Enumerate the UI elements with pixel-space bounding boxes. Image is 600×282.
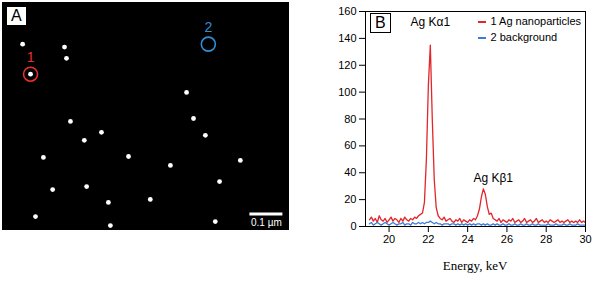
svg-text:120: 120 (338, 59, 356, 71)
svg-text:80: 80 (344, 113, 356, 125)
svg-text:24: 24 (462, 233, 474, 245)
svg-text:20: 20 (344, 193, 356, 205)
html-text:1 Ag nanoparticles: 1 Ag nanoparticles (490, 15, 581, 27)
svg-text:60: 60 (344, 139, 356, 151)
html-text:B: B (375, 14, 386, 31)
html-text:Energy, keV: Energy, keV (442, 258, 508, 273)
svg-text:26: 26 (501, 233, 513, 245)
svg-text:100: 100 (338, 86, 356, 98)
svg-text:0: 0 (350, 220, 356, 232)
svg-text:Ag Kα1: Ag Kα1 (411, 15, 451, 29)
svg-text:2: 2 (204, 19, 212, 35)
svg-text:Ag Kβ1: Ag Kβ1 (473, 171, 513, 185)
svg-text:0.1 µm: 0.1 µm (251, 217, 282, 228)
svg-text:30: 30 (579, 233, 591, 245)
svg-text:160: 160 (338, 5, 356, 17)
html-text:2 background: 2 background (490, 31, 558, 43)
svg-text:140: 140 (338, 32, 356, 44)
html-text:A: A (11, 7, 22, 24)
svg-text:28: 28 (540, 233, 552, 245)
svg-text:22: 22 (422, 233, 434, 245)
svg-text:20: 20 (383, 233, 395, 245)
svg-text:40: 40 (344, 166, 356, 178)
svg-text:1: 1 (27, 49, 35, 65)
